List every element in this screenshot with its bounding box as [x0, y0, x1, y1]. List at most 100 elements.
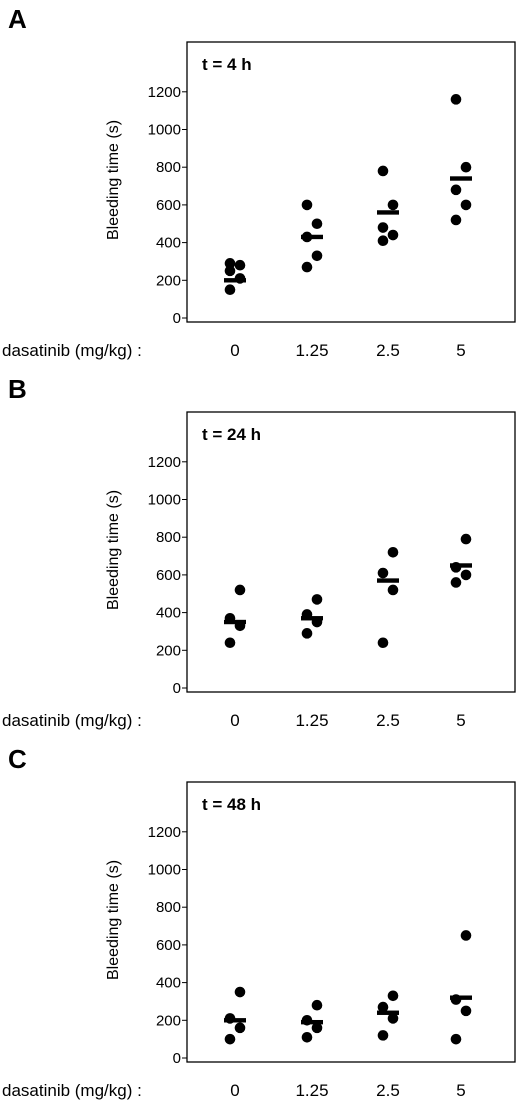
chart-b: Bt = 24 h 0 200 400 600 800 1000 1200 Bleeding t… — [2, 374, 516, 730]
y-tick-label-a-200: 200 — [156, 272, 181, 289]
data-point-c-2-2 — [377, 1001, 389, 1013]
data-point-c-2-3 — [387, 990, 399, 1002]
data-point-a-2-2 — [377, 222, 389, 233]
data-point-a-3-0 — [450, 214, 462, 226]
data-point-b-3-1 — [460, 569, 472, 581]
data-point-a-3-1 — [460, 199, 472, 211]
y-tick-label-a-0: 0 — [173, 310, 181, 327]
data-point-c-2-0 — [377, 1030, 389, 1041]
y-tick-label-a-1000: 1000 — [148, 122, 181, 139]
y-tick-label-c-400: 400 — [156, 975, 181, 992]
data-point-c-0-1 — [234, 1022, 246, 1034]
plot-frame-a — [186, 41, 516, 323]
y-tick-label-c-600: 600 — [156, 937, 181, 954]
mean-bar-a-3 — [450, 176, 472, 181]
data-point-b-2-0 — [377, 637, 389, 649]
data-point-c-3-0 — [450, 1033, 462, 1045]
y-tick-label-a-400: 400 — [156, 235, 181, 252]
data-point-b-1-3 — [311, 594, 323, 605]
mean-bar-c-1 — [301, 1019, 323, 1025]
data-point-c-2-1 — [387, 1013, 399, 1024]
mean-bar-b-1 — [301, 616, 323, 621]
mean-bar-c-0 — [224, 1018, 246, 1023]
category-label-c-3: 5 — [456, 1081, 465, 1100]
data-point-a-0-3 — [234, 259, 246, 271]
category-label-b-2: 2.5 — [376, 711, 400, 730]
x-axis-label-c: dasatinib (mg/kg) : — [2, 1081, 142, 1100]
data-point-a-3-4 — [450, 94, 462, 105]
y-tick-label-a-800: 800 — [156, 159, 181, 176]
y-tick-label-a-600: 600 — [156, 197, 181, 214]
y-tick-label-c-1200: 1200 — [148, 824, 181, 841]
y-axis-label-c: Bleeding time (s) — [105, 860, 122, 980]
data-point-c-3-3 — [460, 930, 472, 941]
data-point-b-2-1 — [387, 584, 399, 596]
data-point-c-1-0 — [301, 1031, 313, 1043]
y-tick-label-c-200: 200 — [156, 1012, 181, 1029]
mean-bar-a-0 — [224, 278, 246, 283]
category-label-b-3: 5 — [456, 711, 465, 730]
mean-bar-b-0 — [224, 619, 246, 625]
mean-bar-a-1 — [301, 234, 323, 240]
y-tick-label-a-1200: 1200 — [148, 84, 181, 101]
y-axis-label-b: Bleeding time (s) — [105, 490, 122, 610]
y-axis-label-a: Bleeding time (s) — [105, 120, 122, 240]
data-point-c-0-3 — [234, 986, 246, 998]
data-point-a-1-3 — [311, 218, 323, 230]
data-point-a-3-3 — [460, 161, 472, 173]
y-tick-label-b-600: 600 — [156, 567, 181, 584]
data-point-a-1-4 — [301, 199, 313, 211]
plot-frame-c — [186, 781, 516, 1063]
category-label-c-2: 2.5 — [376, 1081, 400, 1100]
data-point-c-0-0 — [224, 1033, 236, 1045]
panel-letter-a: A — [8, 4, 27, 34]
category-label-c-0: 0 — [230, 1081, 239, 1100]
chart-title-b: t = 24 h — [202, 425, 261, 444]
data-point-b-0-3 — [234, 584, 246, 596]
data-point-a-2-3 — [387, 199, 399, 211]
y-tick-label-b-200: 200 — [156, 642, 181, 659]
chart-c: Ct = 48 h 0 200 400 600 800 1000 1200 Bleeding t… — [2, 744, 516, 1100]
data-point-a-2-0 — [377, 235, 389, 247]
y-tick-label-c-1000: 1000 — [148, 862, 181, 879]
y-tick-label-c-800: 800 — [156, 899, 181, 916]
data-point-c-1-3 — [311, 999, 323, 1011]
y-tick-label-b-1200: 1200 — [148, 454, 181, 471]
data-point-b-3-3 — [460, 533, 472, 545]
mean-bar-c-2 — [377, 1010, 399, 1015]
category-label-b-0: 0 — [230, 711, 239, 730]
x-axis-label-b: dasatinib (mg/kg) : — [2, 711, 142, 730]
data-point-b-3-0 — [450, 577, 462, 588]
category-label-b-1: 1.25 — [295, 711, 328, 730]
data-point-a-0-4 — [224, 258, 236, 269]
y-tick-label-b-400: 400 — [156, 605, 181, 622]
data-point-b-2-3 — [387, 546, 399, 558]
mean-bar-b-2 — [377, 578, 399, 583]
chart-title-a: t = 4 h — [202, 55, 252, 74]
plot-frame-b — [186, 411, 516, 693]
data-point-b-2-2 — [377, 567, 389, 579]
data-point-c-3-1 — [460, 1005, 472, 1017]
category-label-a-3: 5 — [456, 341, 465, 360]
data-point-a-1-1 — [311, 250, 323, 262]
y-tick-label-c-0: 0 — [173, 1050, 181, 1067]
data-point-a-0-0 — [224, 284, 236, 296]
mean-bar-c-3 — [450, 995, 472, 1000]
mean-bar-a-2 — [377, 210, 399, 215]
panel-letter-c: C — [8, 744, 27, 774]
panel-letter-b: B — [8, 374, 27, 404]
mean-bar-b-3 — [450, 563, 472, 568]
chart-a: At = 4 h 0 200 400 600 800 1000 1200 Bleeding ti… — [2, 4, 516, 360]
y-tick-label-b-800: 800 — [156, 529, 181, 546]
data-point-c-1-1 — [311, 1022, 323, 1034]
data-point-a-2-4 — [377, 165, 389, 177]
data-point-a-0-2 — [224, 265, 236, 277]
chart-title-c: t = 48 h — [202, 795, 261, 814]
category-label-a-2: 2.5 — [376, 341, 400, 360]
y-tick-label-b-0: 0 — [173, 680, 181, 697]
data-point-b-0-0 — [224, 637, 236, 649]
data-point-a-3-2 — [450, 184, 462, 196]
